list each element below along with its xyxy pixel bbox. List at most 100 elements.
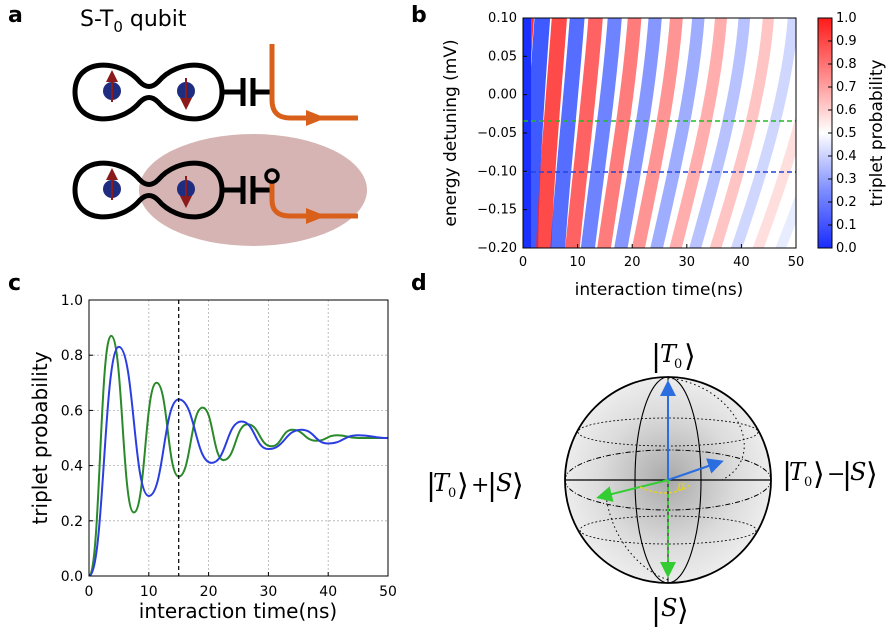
state-vector-arrow xyxy=(667,458,724,481)
precession-path xyxy=(667,377,745,481)
panel-b-heatmap: 0 10 20 30 40 50 0.10 0.05 0.00 −0.05 −0.10 −0.15 −… xyxy=(441,11,887,300)
rotation-angle-arc xyxy=(639,484,691,494)
double-dot-outline-top xyxy=(72,62,225,122)
chart-c-x-tick-label: 40 xyxy=(319,584,337,600)
signal-arrow xyxy=(306,110,326,126)
svg-text:⟩: ⟩ xyxy=(457,468,469,503)
heatmap-y-tick-label: −0.05 xyxy=(477,126,517,141)
heatmap-y-tick-label: 0.00 xyxy=(488,88,517,103)
chart-c-x-tick-label: 30 xyxy=(259,584,277,600)
heatmap-x-label: interaction time(ns) xyxy=(575,280,744,300)
svg-text:S: S xyxy=(496,469,512,497)
colorbar-tick-label: 0.2 xyxy=(836,195,857,210)
chart-c-frame xyxy=(88,299,389,577)
panel-label-b: b xyxy=(411,3,427,28)
state-label-left: | T 0 ⟩ + | S ⟩ xyxy=(426,468,524,503)
state-label-right: | T 0 ⟩ − | S ⟩ xyxy=(782,457,878,492)
colorbar-tick-label: 0.6 xyxy=(836,103,857,118)
blue-fringe xyxy=(580,18,622,248)
blue-fringe xyxy=(650,18,705,248)
red-fringe xyxy=(752,115,796,248)
series-green-line xyxy=(89,334,388,576)
svg-text:|: | xyxy=(426,468,436,503)
chart-c-y-tick-label: 0.6 xyxy=(61,403,83,419)
heatmap-y-tick-label: −0.20 xyxy=(477,241,517,256)
panel-d-bloch-sphere: π | T 0 ⟩ | S ⟩ | T 0 ⟩ + | S ⟩ | T 0 ⟩ xyxy=(426,339,878,628)
blue-fringe xyxy=(689,18,751,248)
chart-c-x-label: interaction time(ns) xyxy=(139,599,337,623)
colorbar-tick-label: 0.7 xyxy=(836,80,857,95)
chart-c-y-label: triplet probability xyxy=(28,351,52,524)
colorbar-tick-label: 0.9 xyxy=(836,34,857,49)
colorbar-tick-label: 1.0 xyxy=(836,11,857,26)
heatmap-y-tick-label: 0.10 xyxy=(488,11,517,26)
svg-text:T: T xyxy=(433,469,451,497)
svg-text:T: T xyxy=(660,340,678,368)
red-fringe xyxy=(669,18,727,248)
double-dot-outline-bottom xyxy=(72,160,225,220)
heatmap-y-tick-label: −0.10 xyxy=(477,164,517,179)
svg-text:⟩: ⟩ xyxy=(677,593,689,628)
readout-wire xyxy=(269,182,358,219)
heatmap-x-tick-label: 30 xyxy=(679,255,696,270)
panel-label-a: a xyxy=(8,3,23,28)
colorbar-ticks: 1.0 0.9 0.8 0.7 0.6 0.5 0.4 0.3 0.2 0.1 0.0 xyxy=(828,11,857,256)
chart-c-y-tick-label: 0.2 xyxy=(61,514,83,530)
panel-a-title: S-T0 qubit xyxy=(80,7,187,36)
chart-c-y-ticks: 0.0 0.2 0.4 0.6 0.8 1.0 xyxy=(61,293,93,585)
state-label-north: | T 0 ⟩ xyxy=(651,339,696,374)
svg-text:|: | xyxy=(782,457,792,492)
red-fringe xyxy=(709,18,774,248)
heatmap-y-tick-label: −0.15 xyxy=(477,203,517,218)
colorbar-tick-label: 0.5 xyxy=(836,126,857,141)
heatmap-x-tick-label: 10 xyxy=(569,255,586,270)
chart-c-x-tick-label: 20 xyxy=(200,584,218,600)
state-label-south: | S ⟩ xyxy=(651,593,689,628)
panel-label-d: d xyxy=(411,271,427,296)
svg-text:T: T xyxy=(789,458,807,486)
angle-label: π xyxy=(676,479,686,493)
svg-text:S: S xyxy=(850,458,866,486)
chart-c-y-tick-label: 0.0 xyxy=(61,569,83,585)
chart-c-y-tick-label: 0.8 xyxy=(61,348,83,364)
chart-c-x-tick-label: 10 xyxy=(140,584,158,600)
chart-c-x-tick-label: 0 xyxy=(85,584,94,600)
colorbar-label: triplet probability xyxy=(867,59,887,206)
colorbar-tick-label: 0.0 xyxy=(836,241,857,256)
colorbar-tick-label: 0.3 xyxy=(836,172,857,187)
chart-c-x-tick-label: 50 xyxy=(379,584,397,600)
wire-node xyxy=(264,168,280,184)
series-blue-line xyxy=(89,345,388,576)
red-fringe xyxy=(536,18,567,248)
signal-arrow xyxy=(306,208,326,224)
svg-text:⟩: ⟩ xyxy=(866,457,878,492)
svg-text:−: − xyxy=(827,462,845,487)
svg-text:⟩: ⟩ xyxy=(512,468,524,503)
precession-path xyxy=(605,495,669,581)
chart-c-y-tick-label: 0.4 xyxy=(61,459,83,475)
red-fringe xyxy=(597,18,642,248)
blue-fringe xyxy=(775,194,796,248)
colorbar-tick-label: 0.1 xyxy=(836,218,857,233)
chart-c-y-tick-label: 1.0 xyxy=(61,293,83,309)
red-fringe xyxy=(631,18,683,248)
colorbar-tick-label: 0.8 xyxy=(836,57,857,72)
svg-text:|: | xyxy=(651,593,661,628)
svg-text:+: + xyxy=(471,473,489,498)
blue-fringe xyxy=(730,18,796,248)
readout-wire xyxy=(269,44,358,121)
rotated-vector-arrow xyxy=(596,479,669,502)
svg-text:|: | xyxy=(651,339,661,374)
heatmap-x-tick-label: 0 xyxy=(519,255,527,270)
panel-c-line-chart: 0 10 20 30 40 50 0.0 0.2 0.4 0.6 0.8 1.0 interacti… xyxy=(28,293,397,623)
panel-label-c: c xyxy=(8,271,21,296)
heatmap-x-ticks: 0 10 20 30 40 50 xyxy=(519,244,804,270)
svg-text:|: | xyxy=(842,457,852,492)
heatmap-x-tick-label: 40 xyxy=(733,255,750,270)
svg-text:|: | xyxy=(487,468,497,503)
red-fringe xyxy=(565,18,603,248)
colorbar-tick-label: 0.4 xyxy=(836,149,857,164)
heatmap-y-ticks: 0.10 0.05 0.00 −0.05 −0.10 −0.15 −0.20 xyxy=(477,11,527,256)
svg-text:⟩: ⟩ xyxy=(813,457,825,492)
